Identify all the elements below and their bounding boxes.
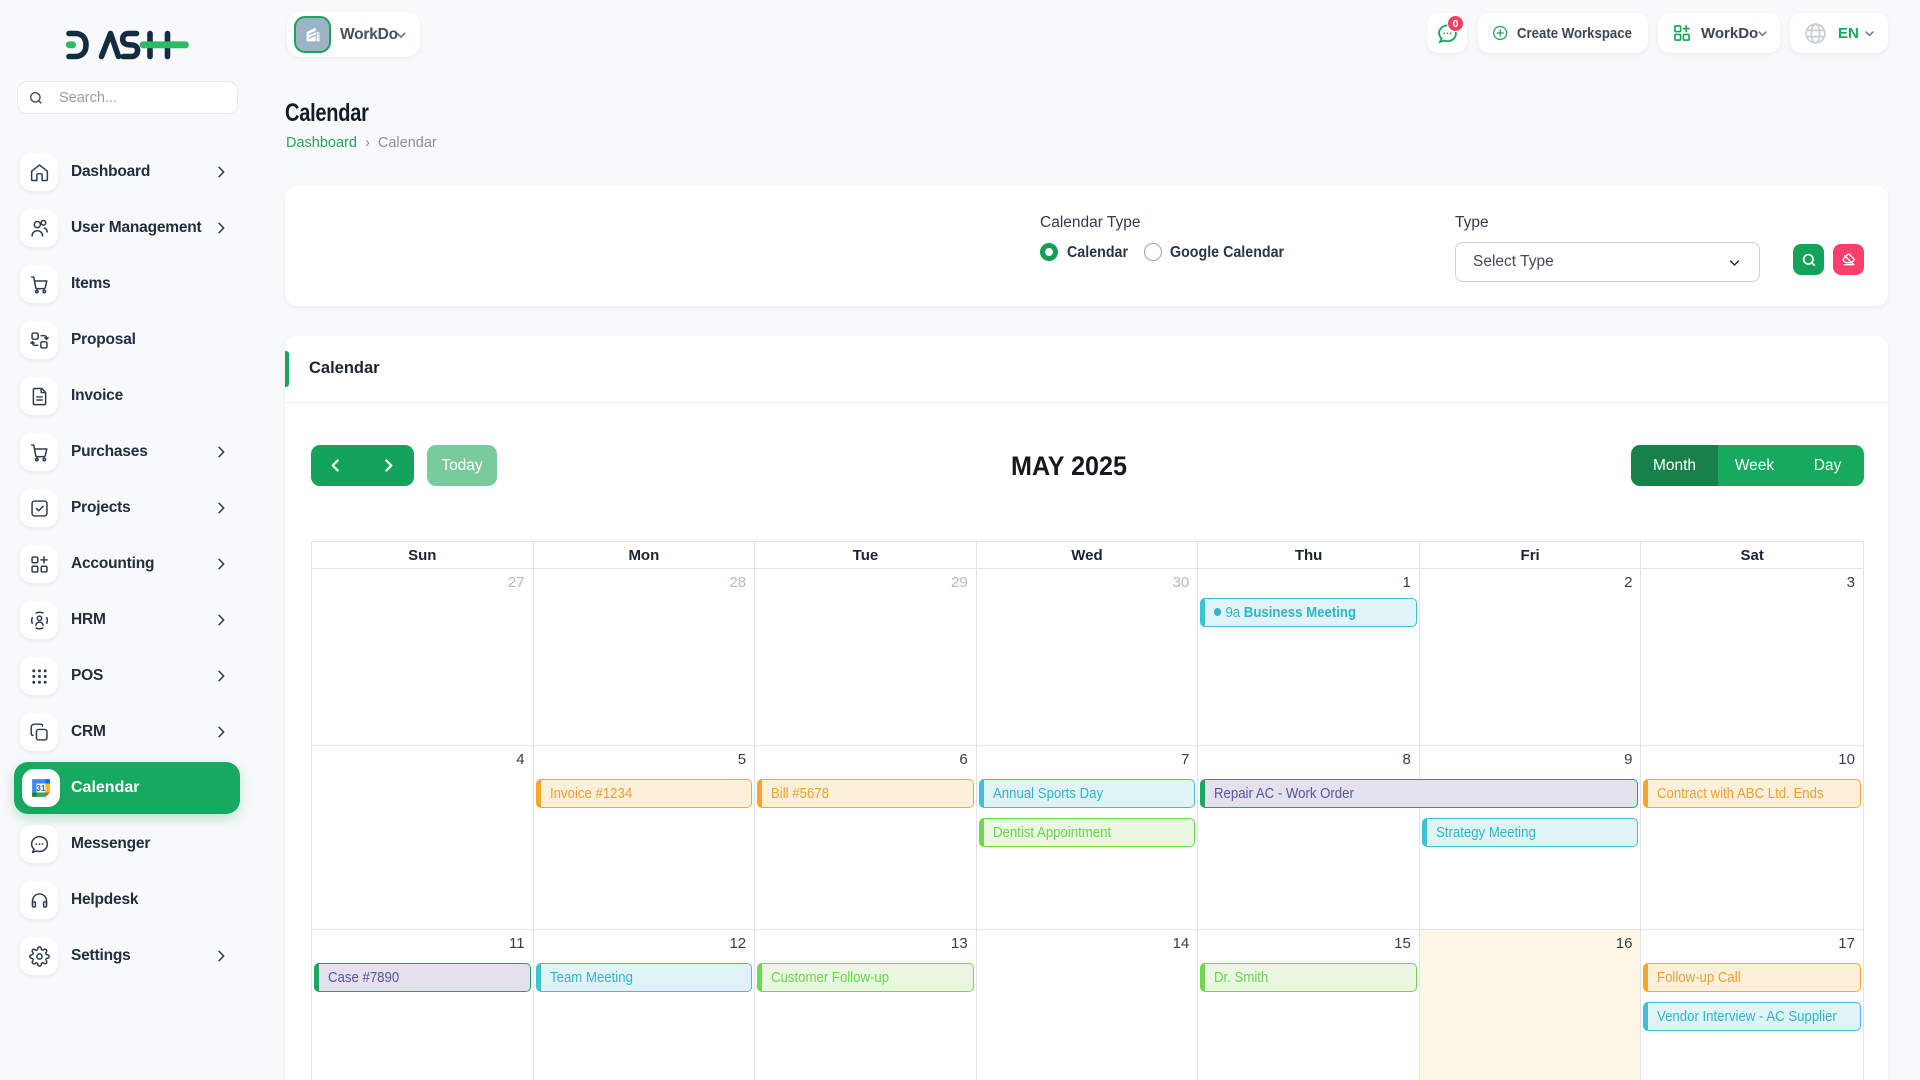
svg-text:31: 31: [36, 784, 46, 793]
